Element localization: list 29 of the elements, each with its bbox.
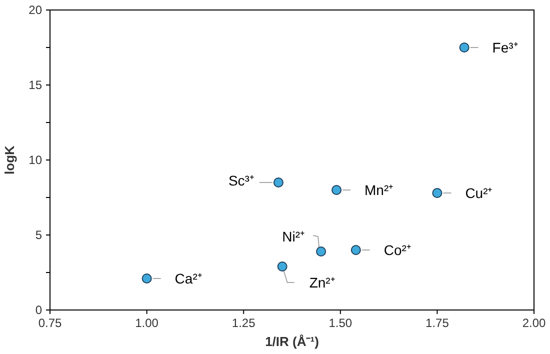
annotation: Mn²⁺: [364, 182, 394, 198]
x-tick-label: 1.50: [328, 316, 352, 330]
point: [316, 246, 326, 256]
annotation: Ca²⁺: [174, 270, 202, 286]
annotation: Cu²⁺: [465, 185, 493, 201]
y-axis-title: logK: [2, 144, 17, 174]
annotation: Sc³⁺: [228, 172, 254, 188]
y-tick-label: 5: [35, 228, 42, 242]
point: [432, 188, 442, 198]
point: [350, 245, 361, 255]
point: [459, 42, 470, 52]
y-tick-label: 10: [28, 153, 42, 167]
annotation: Co²⁺: [384, 242, 412, 258]
x-tick-label: 2.00: [522, 316, 546, 330]
x-tick-label: 1.00: [135, 316, 159, 330]
y-tick-label: 20: [28, 3, 42, 17]
y-tick-label: 0: [35, 303, 42, 317]
x-tick-label: 1.75: [426, 316, 450, 330]
point: [277, 262, 288, 272]
point: [142, 274, 152, 284]
y-tick-label: 15: [28, 78, 42, 92]
x-axis-title: 1/IR (Å⁻¹): [265, 334, 319, 349]
annotation: Zn²⁺: [309, 274, 336, 290]
x-tick-label: 0.75: [38, 316, 62, 330]
point: [332, 185, 342, 195]
annotation: Fe³⁺: [492, 40, 518, 56]
annotation: Ni²⁺: [282, 228, 306, 244]
x-tick-label: 1.25: [232, 316, 256, 330]
point: [273, 178, 284, 188]
